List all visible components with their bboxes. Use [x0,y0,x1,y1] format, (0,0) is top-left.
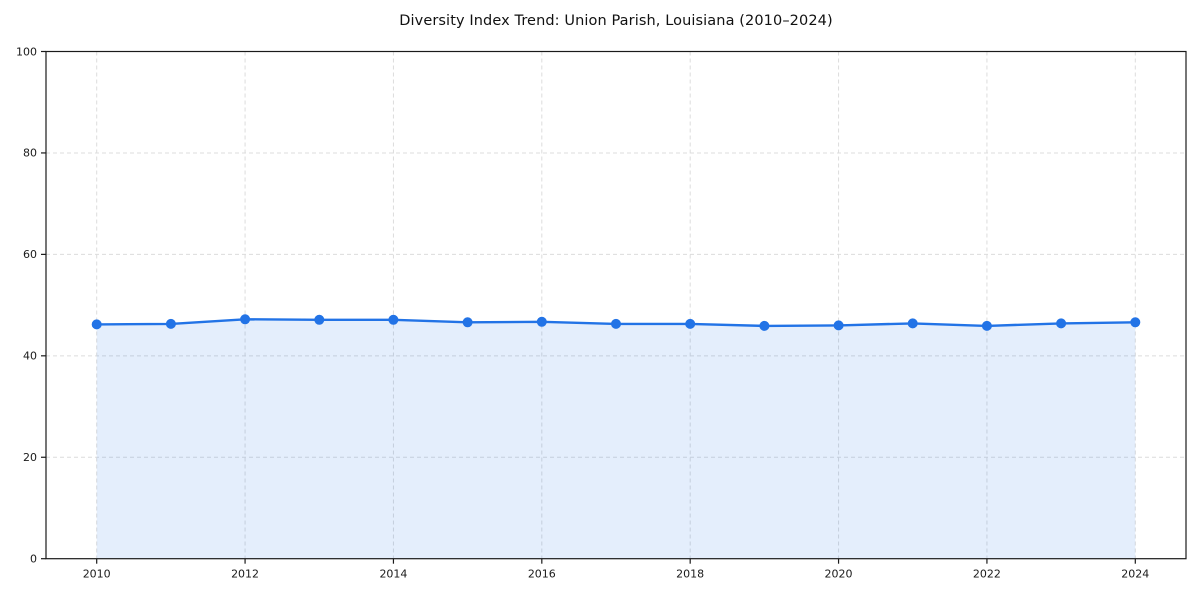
x-tick-label: 2020 [825,568,853,581]
x-tick-label: 2012 [231,568,259,581]
data-point [314,314,325,325]
x-tick-label: 2010 [83,568,111,581]
data-point [388,314,399,325]
y-tick-label: 20 [23,451,37,464]
data-point [685,318,696,329]
x-tick-label: 2022 [973,568,1001,581]
chart-title: Diversity Index Trend: Union Parish, Lou… [399,13,833,29]
y-tick-label: 100 [16,45,37,58]
x-tick-label: 2016 [528,568,556,581]
data-point [907,318,918,329]
series-area-fill [96,319,1136,559]
data-point [1130,317,1141,328]
data-point [240,314,251,325]
data-point [833,320,844,331]
data-point [536,316,547,327]
x-tick-label: 2024 [1121,568,1149,581]
y-tick-label: 60 [23,248,37,261]
y-tick-label: 0 [30,553,37,566]
plot-border [45,50,1187,560]
data-point [759,320,770,331]
data-point [462,317,473,328]
data-point [981,320,992,331]
data-point [611,318,621,329]
x-tick-label: 2018 [676,568,704,581]
data-point [1056,318,1067,329]
x-tick-label: 2014 [379,568,407,581]
data-point [165,318,176,329]
y-tick-label: 80 [23,147,37,160]
data-point [91,319,102,330]
y-tick-label: 40 [23,350,37,363]
